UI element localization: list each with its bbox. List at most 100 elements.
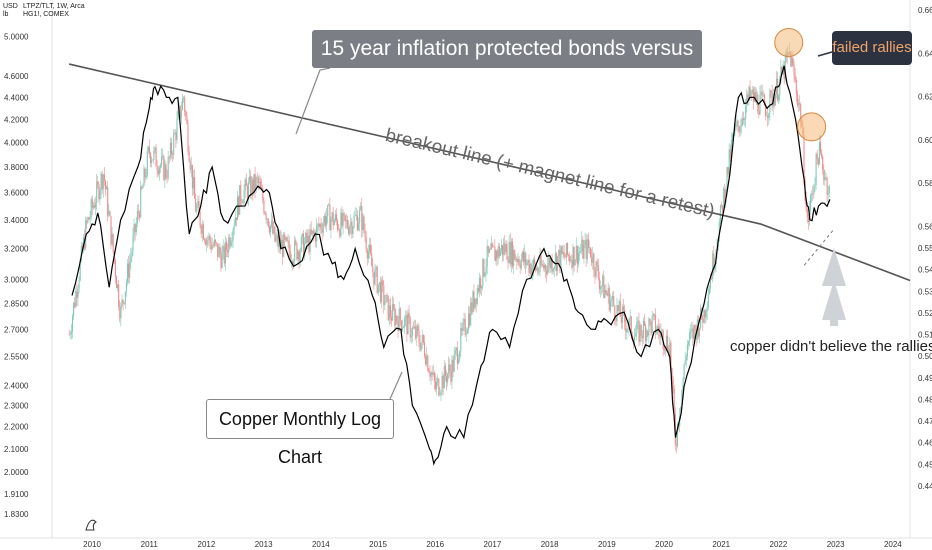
candle-body <box>243 190 245 204</box>
candle-body <box>301 233 303 237</box>
candle-body <box>675 444 677 446</box>
candle-body <box>406 315 408 335</box>
candle-body <box>599 286 602 289</box>
candle-body <box>255 177 257 190</box>
candle-body <box>471 302 473 313</box>
candle-body <box>271 220 273 226</box>
candle-body <box>706 307 708 312</box>
candle-body <box>719 204 721 222</box>
candle-body <box>441 375 443 392</box>
candle-body <box>287 240 289 242</box>
candle-body <box>529 263 531 273</box>
candle-body <box>244 179 246 191</box>
title-callout[interactable]: 15 year inflation protected bonds versus… <box>312 30 702 98</box>
candle-body <box>470 302 472 326</box>
candle-body <box>363 216 365 232</box>
candle-body <box>103 174 105 181</box>
copper-label-callout[interactable]: Copper Monthly Log Chart <box>206 399 394 467</box>
candle-body <box>626 329 628 333</box>
candle-body <box>93 205 96 208</box>
candle-body <box>217 243 219 257</box>
candle-body <box>455 348 457 351</box>
candle-body <box>283 234 285 257</box>
candle-body <box>157 170 159 175</box>
candle-body <box>252 179 254 193</box>
candle-body <box>605 289 607 293</box>
candle-body <box>318 223 320 228</box>
candle-body <box>579 251 581 253</box>
candle-body <box>737 120 739 127</box>
candle-body <box>216 242 218 244</box>
price-axis-tick-label: 0.58 <box>918 179 932 188</box>
candle-body <box>549 257 551 269</box>
candle-body <box>71 316 74 332</box>
candle-body <box>176 119 178 140</box>
candle-body <box>437 378 439 382</box>
time-axis-tick-label: 2022 <box>770 540 788 549</box>
candle-body <box>506 244 508 260</box>
candle-body <box>698 327 701 337</box>
candle-body <box>491 243 493 250</box>
candle-body <box>334 214 336 221</box>
candle-body <box>145 175 147 178</box>
candle-body <box>546 270 548 275</box>
time-axis-tick-label: 2012 <box>198 540 216 549</box>
candle-body <box>680 406 682 416</box>
candle-body <box>663 349 665 351</box>
candle-body <box>692 328 694 339</box>
candle-body <box>229 237 231 247</box>
candle-body <box>376 267 378 293</box>
candle-body <box>416 325 418 339</box>
candle-body <box>453 354 455 372</box>
copper-note-label[interactable]: copper didn't believe the rallies either <box>730 338 932 355</box>
failed-rallies-callout[interactable]: failed rallies <box>832 31 912 65</box>
candle-body <box>399 308 401 321</box>
candle-body <box>317 223 319 226</box>
symbol-legend[interactable]: LTPZ/TLT, 1W, Arca <box>23 3 85 10</box>
candle-body <box>147 147 149 152</box>
candle-body <box>561 246 563 254</box>
candle-body <box>254 173 256 190</box>
price-axis-tick-label: 0.49 <box>918 374 932 383</box>
candle-body <box>414 326 416 329</box>
candle-body <box>90 199 92 217</box>
candle-body <box>638 320 640 343</box>
candle-body <box>514 250 516 260</box>
candle-body <box>159 164 162 168</box>
candle-body <box>427 355 429 371</box>
candle-body <box>225 241 228 251</box>
candle-body <box>302 233 305 257</box>
candle-body <box>442 375 444 389</box>
candle-body <box>295 240 297 244</box>
candle-body <box>156 166 158 171</box>
candle-body <box>398 308 400 332</box>
candle-body <box>654 314 657 333</box>
candle-body <box>109 211 111 216</box>
candle-body <box>327 205 329 217</box>
candle-body <box>661 330 663 332</box>
candle-body <box>189 161 191 170</box>
candle-body <box>286 237 288 242</box>
candle-body <box>766 115 768 117</box>
candle-body <box>499 250 501 256</box>
candle-body <box>235 217 237 221</box>
candle-body <box>610 299 613 301</box>
compare-symbol-legend[interactable]: HG1!, COMEX <box>23 11 69 18</box>
candle-body <box>405 315 407 318</box>
candle-body <box>205 240 207 245</box>
candle-body <box>639 324 641 343</box>
candle-body <box>676 424 679 446</box>
candle-body <box>645 325 647 342</box>
candle-body <box>251 179 253 197</box>
breakout-trend-line <box>68 63 911 282</box>
candle-body <box>795 80 797 94</box>
candle-body <box>612 296 614 300</box>
candle-body <box>614 305 616 318</box>
candle-body <box>404 317 406 328</box>
candle-body <box>278 237 280 248</box>
candle-body <box>373 271 375 285</box>
candle-body <box>474 298 476 309</box>
candle-body <box>618 301 620 311</box>
candle-body <box>181 98 184 111</box>
